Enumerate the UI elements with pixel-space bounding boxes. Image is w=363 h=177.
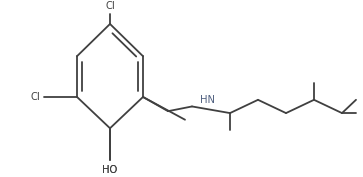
Text: Cl: Cl xyxy=(30,92,40,102)
Text: HO: HO xyxy=(102,165,118,175)
Text: HN: HN xyxy=(200,95,215,105)
Text: Cl: Cl xyxy=(105,1,115,11)
Text: HO: HO xyxy=(102,165,118,175)
